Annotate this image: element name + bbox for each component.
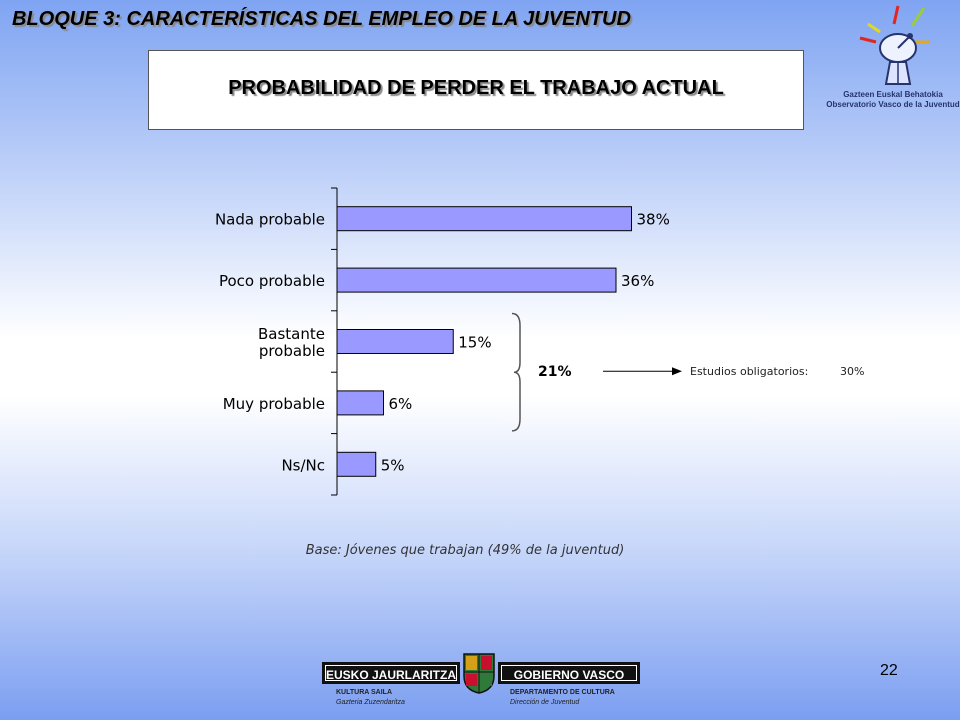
annotation-note-label: Estudios obligatorios: [690, 365, 808, 378]
observatory-logo: Gazteen Euskal Behatokia Observatorio Va… [826, 0, 960, 116]
basque-government-logo: EUSKO JAURLARITZA GOBIERNO VASCO KULTURA… [322, 652, 640, 714]
annotation-note-value: 30% [840, 365, 864, 378]
arrow-head [672, 367, 682, 376]
category-label: Bastante [258, 325, 325, 343]
dept-spanish-name: DEPARTAMENTO DE CULTURA [510, 689, 615, 696]
bar-value-label: 15% [458, 334, 491, 352]
coat-of-arms-icon [463, 653, 495, 694]
bar-value-label: 38% [637, 211, 670, 229]
category-label: probable [259, 342, 325, 360]
dept-spanish-subname: Dirección de Juventud [510, 699, 580, 706]
satellite-dish-icon [859, 5, 930, 85]
dept-basque-subname: Gazteria Zuzendaritza [336, 699, 405, 706]
bar [336, 267, 617, 293]
dept-basque-name: KULTURA SAILA [336, 689, 392, 696]
base-note: Base: Jóvenes que trabajan (49% de la ju… [305, 543, 625, 558]
bar-value-label: 5% [381, 456, 405, 474]
chart-title-box: PROBABILIDAD DE PERDER EL TRABAJO ACTUAL [148, 50, 804, 130]
category-label: Muy probable [223, 395, 325, 413]
observatory-logo-line1: Gazteen Euskal Behatokia [843, 90, 943, 99]
bracket [511, 312, 521, 432]
bar [336, 390, 384, 416]
bar-value-label: 6% [389, 395, 413, 413]
bar [336, 451, 377, 477]
bar [336, 206, 632, 232]
section-title: BLOQUE 3: CARACTERÍSTICAS DEL EMPLEO DE … [12, 8, 631, 30]
chart-title: PROBABILIDAD DE PERDER EL TRABAJO ACTUAL [228, 77, 724, 99]
gov-name-basque: EUSKO JAURLARITZA [322, 662, 460, 684]
gov-name-spanish: GOBIERNO VASCO [498, 662, 640, 684]
bracket-sum-label: 21% [538, 364, 572, 380]
bar [336, 329, 454, 354]
category-label: Poco probable [219, 272, 325, 290]
category-label: Ns/Nc [281, 456, 325, 474]
observatory-logo-line2: Observatorio Vasco de la Juventud [826, 100, 960, 109]
category-label: Nada probable [215, 211, 325, 229]
bar-value-label: 36% [621, 272, 654, 290]
page-number: 22 [880, 662, 898, 679]
